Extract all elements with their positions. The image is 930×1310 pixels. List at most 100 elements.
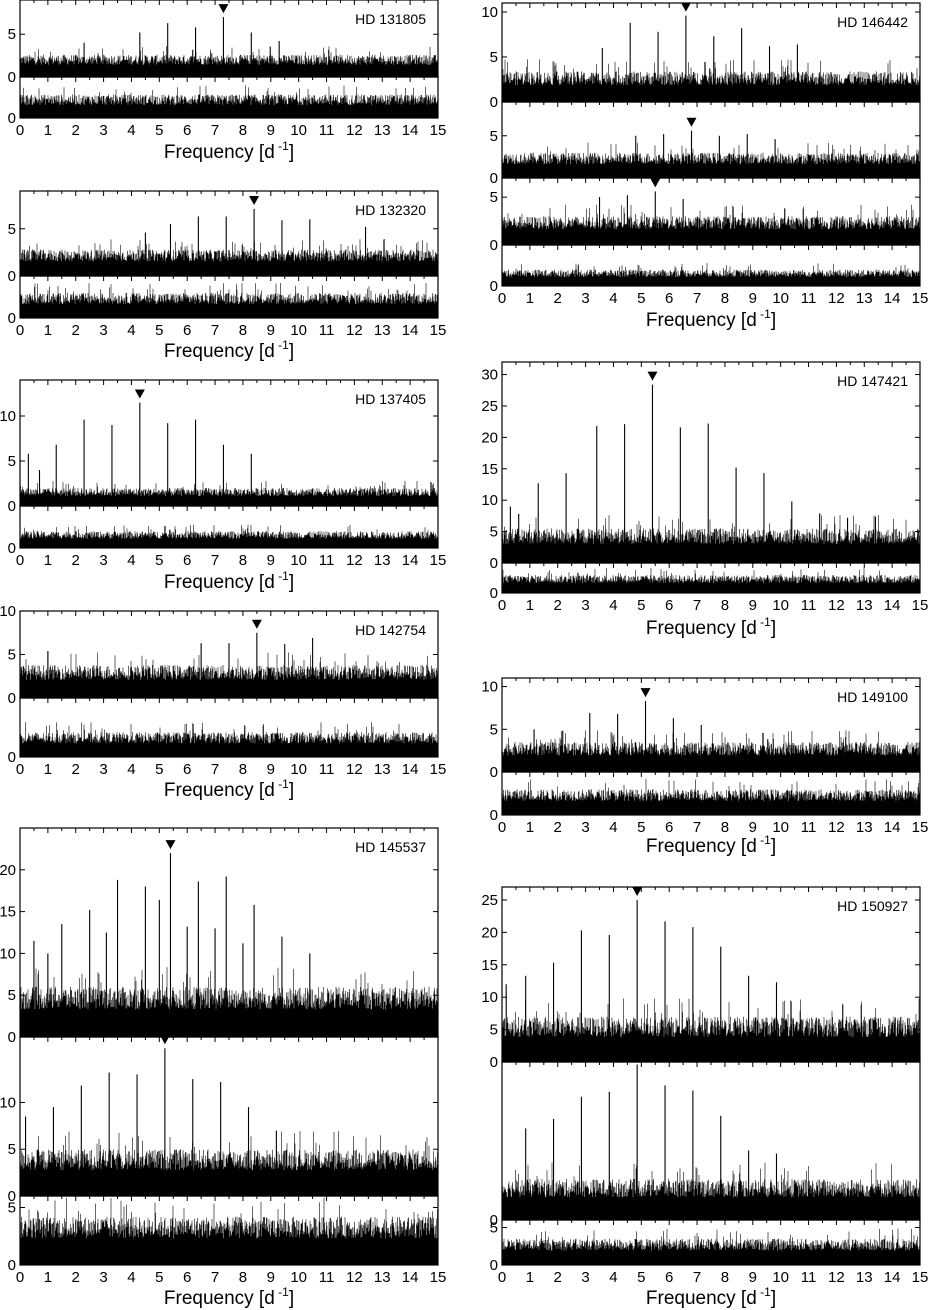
x-tick-label: 10 (290, 761, 307, 778)
y-tick-label: 5 (490, 1220, 498, 1237)
x-tick-label: 10 (290, 322, 307, 339)
star-name-label: HD 145537 (355, 839, 426, 855)
x-tick-label: 6 (665, 819, 673, 836)
x-tick-label: 1 (526, 1269, 534, 1286)
star-label-background (812, 896, 910, 916)
x-tick-label: 11 (801, 597, 817, 614)
noise-spectrum (502, 778, 920, 815)
star-label-background (330, 389, 428, 409)
x-tick-label: 2 (72, 552, 80, 569)
x-tick-label: 5 (155, 322, 163, 339)
x-tick-label: 0 (16, 552, 24, 569)
star-name-label: HD 147421 (837, 373, 908, 389)
x-tick-label: 3 (99, 761, 107, 778)
noise-spectrum (502, 59, 920, 102)
y-tick-label: 15 (481, 461, 498, 478)
x-tick-label: 4 (609, 1269, 617, 1286)
y-tick-label: 5 (8, 1141, 16, 1158)
y-tick-label: 0 (8, 498, 16, 515)
x-tick-label: 0 (16, 1269, 24, 1286)
x-tick-label: 13 (374, 552, 391, 569)
x-tick-label: 10 (772, 290, 789, 307)
noise-spectrum (20, 85, 438, 118)
noise-spectrum (20, 967, 438, 1037)
x-tick-label: 8 (239, 761, 247, 778)
peak-marker-icon (165, 840, 176, 850)
x-tick-label: 3 (581, 290, 589, 307)
x-tick-label: 9 (267, 552, 275, 569)
x-tick-label: 8 (239, 552, 247, 569)
x-tick-label: 15 (430, 552, 447, 569)
x-tick-label: 2 (72, 322, 80, 339)
periodogram-panel: 0 5 10 HD 146442 (481, 2, 921, 111)
x-tick-label: 6 (665, 597, 673, 614)
periodogram-panel: 0 (8, 275, 439, 327)
noise-spectrum (502, 998, 920, 1062)
y-tick-label: 0 (490, 237, 498, 254)
y-tick-label: 0 (490, 1054, 498, 1071)
noise-spectrum (502, 142, 920, 178)
x-tick-label: 10 (772, 819, 789, 836)
x-tick-label: 3 (99, 552, 107, 569)
star-name-label: HD 146442 (837, 14, 908, 30)
x-tick-label: 4 (127, 122, 135, 139)
noise-spectrum (502, 730, 920, 772)
y-tick-label: 25 (481, 892, 498, 909)
x-tick-label: 15 (430, 761, 447, 778)
x-tick-label: 1 (44, 1269, 52, 1286)
x-tick-label: 6 (183, 552, 191, 569)
periodogram-panel: 0 (490, 1051, 921, 1229)
x-tick-label: 6 (183, 761, 191, 778)
x-tick-label: 9 (267, 322, 275, 339)
x-tick-label: 13 (374, 1269, 391, 1286)
periodogram-panel: 0 (490, 244, 921, 295)
x-axis-label: Frequency [d -1] (646, 615, 776, 639)
x-tick-label: 14 (402, 1269, 419, 1286)
x-tick-label: 0 (498, 597, 506, 614)
y-tick-label: 5 (490, 1022, 498, 1039)
x-tick-label: 12 (828, 819, 845, 836)
peak-marker-icon (218, 4, 229, 14)
x-tick-label: 7 (211, 761, 219, 778)
x-tick-label: 15 (912, 1269, 929, 1286)
x-tick-label: 2 (554, 1269, 562, 1286)
x-tick-label: 12 (828, 290, 845, 307)
y-tick-label: 20 (481, 924, 498, 941)
x-tick-label: 5 (637, 1269, 645, 1286)
x-tick-label: 15 (912, 819, 929, 836)
noise-spectrum (502, 515, 920, 563)
x-tick-label: 4 (609, 597, 617, 614)
noise-spectrum (20, 46, 438, 77)
x-tick-label: 11 (319, 1269, 335, 1286)
periodogram-panel: 0 5 10 15 20 HD 145537 (0, 827, 439, 1046)
x-tick-label: 15 (912, 597, 929, 614)
y-tick-label: 5 (8, 221, 16, 238)
x-tick-label: 14 (402, 761, 419, 778)
periodogram-panel: 05 (8, 1195, 439, 1274)
x-tick-label: 13 (856, 597, 873, 614)
y-tick-label: 0 (490, 1212, 498, 1229)
x-tick-label: 12 (346, 761, 363, 778)
y-tick-label: 30 (481, 367, 498, 384)
noise-spectrum (502, 567, 920, 593)
periodogram-panel: 05 (490, 101, 921, 187)
peak-marker-icon (680, 2, 691, 12)
y-tick-label: 0 (490, 278, 498, 295)
periodogram-panel: 0 (8, 505, 439, 557)
periodogram-panel: 0 (490, 562, 921, 602)
noise-spectrum (20, 239, 438, 276)
x-tick-label: 12 (346, 552, 363, 569)
x-tick-label: 4 (127, 1269, 135, 1286)
x-tick-label: 14 (884, 819, 901, 836)
y-tick-label: 5 (8, 453, 16, 470)
x-tick-label: 12 (346, 1269, 363, 1286)
x-tick-label: 7 (211, 1269, 219, 1286)
x-tick-label: 1 (44, 322, 52, 339)
y-tick-label: 0 (490, 94, 498, 111)
x-axis-label: Frequency [d -1] (646, 1285, 776, 1309)
star-label-background (812, 12, 910, 32)
x-tick-label: 4 (609, 290, 617, 307)
x-tick-label: 1 (526, 290, 534, 307)
